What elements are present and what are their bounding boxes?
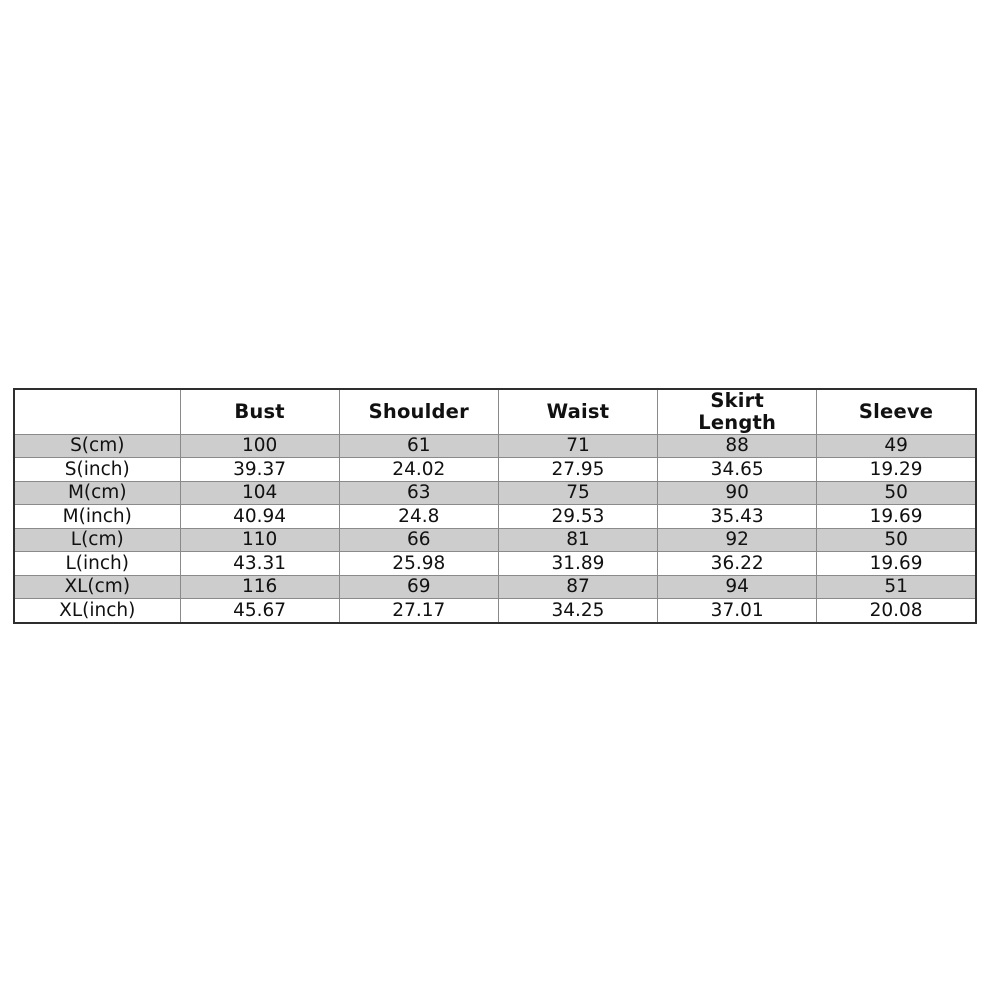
cell-bust: 40.94 <box>179 504 340 529</box>
cell-bust: 39.37 <box>179 457 340 482</box>
cell-sleeve: 50 <box>816 480 977 506</box>
cell-waist: 31.89 <box>497 551 659 576</box>
table-row: S(inch) 39.37 24.02 27.95 34.65 19.29 <box>13 457 977 482</box>
cell-shoulder: 69 <box>338 574 499 600</box>
size-chart-table: Bust Shoulder Waist Skirt Length Sleeve S… <box>13 388 977 624</box>
header-row: Bust Shoulder Waist Skirt Length Sleeve <box>13 388 977 435</box>
table-row: S(cm) 100 61 71 88 49 <box>13 433 977 459</box>
column-header-sleeve-label: Sleeve <box>858 399 934 423</box>
column-header-bust-label: Bust <box>234 399 285 423</box>
cell-skirt-length: 35.43 <box>657 504 818 529</box>
cell-waist: 29.53 <box>497 504 659 529</box>
column-header-skirt-length-line1: Skirt <box>710 389 764 412</box>
table-row: M(inch) 40.94 24.8 29.53 35.43 19.69 <box>13 504 977 529</box>
row-size-label: L(inch) <box>13 551 181 576</box>
cell-sleeve: 49 <box>816 433 977 459</box>
cell-waist: 71 <box>497 433 659 459</box>
cell-sleeve: 51 <box>816 574 977 600</box>
cell-skirt-length: 90 <box>657 480 818 506</box>
cell-skirt-length: 92 <box>657 527 818 553</box>
row-size-label: L(cm) <box>13 527 181 553</box>
column-header-bust: Bust <box>179 388 340 435</box>
cell-waist: 34.25 <box>497 598 659 624</box>
table-body: S(cm) 100 61 71 88 49 S(inch) 39.37 24.0… <box>13 433 977 624</box>
cell-skirt-length: 36.22 <box>657 551 818 576</box>
table-row: XL(cm) 116 69 87 94 51 <box>13 574 977 600</box>
cell-sleeve: 50 <box>816 527 977 553</box>
size-chart-container: Bust Shoulder Waist Skirt Length Sleeve S… <box>13 388 977 624</box>
row-size-label: M(inch) <box>13 504 181 529</box>
cell-shoulder: 24.02 <box>338 457 499 482</box>
column-header-shoulder-label: Shoulder <box>368 399 469 423</box>
row-size-label: M(cm) <box>13 480 181 506</box>
column-header-sleeve: Sleeve <box>816 388 977 435</box>
table-row: L(inch) 43.31 25.98 31.89 36.22 19.69 <box>13 551 977 576</box>
cell-skirt-length: 37.01 <box>657 598 818 624</box>
cell-skirt-length: 34.65 <box>657 457 818 482</box>
cell-sleeve: 20.08 <box>816 598 977 624</box>
cell-shoulder: 61 <box>338 433 499 459</box>
cell-waist: 75 <box>497 480 659 506</box>
cell-waist: 27.95 <box>497 457 659 482</box>
cell-sleeve: 19.69 <box>816 551 977 576</box>
cell-bust: 116 <box>179 574 340 600</box>
table-row: M(cm) 104 63 75 90 50 <box>13 480 977 506</box>
cell-bust: 45.67 <box>179 598 340 624</box>
table-row: XL(inch) 45.67 27.17 34.25 37.01 20.08 <box>13 598 977 624</box>
cell-shoulder: 27.17 <box>338 598 499 624</box>
column-header-waist: Waist <box>497 388 659 435</box>
cell-bust: 100 <box>179 433 340 459</box>
column-header-waist-label: Waist <box>546 399 610 423</box>
cell-shoulder: 66 <box>338 527 499 553</box>
cell-bust: 110 <box>179 527 340 553</box>
table-row: L(cm) 110 66 81 92 50 <box>13 527 977 553</box>
cell-waist: 81 <box>497 527 659 553</box>
cell-sleeve: 19.69 <box>816 504 977 529</box>
row-size-label: XL(cm) <box>13 574 181 600</box>
cell-bust: 43.31 <box>179 551 340 576</box>
cell-sleeve: 19.29 <box>816 457 977 482</box>
cell-skirt-length: 88 <box>657 433 818 459</box>
column-header-skirt-length: Skirt Length <box>657 388 818 435</box>
cell-shoulder: 25.98 <box>338 551 499 576</box>
cell-waist: 87 <box>497 574 659 600</box>
row-size-label: S(inch) <box>13 457 181 482</box>
column-header-skirt-length-line2: Length <box>698 410 777 434</box>
row-size-label: XL(inch) <box>13 598 181 624</box>
column-header-shoulder: Shoulder <box>338 388 499 435</box>
cell-shoulder: 63 <box>338 480 499 506</box>
column-header-size <box>13 388 181 435</box>
cell-shoulder: 24.8 <box>338 504 499 529</box>
cell-skirt-length: 94 <box>657 574 818 600</box>
table-header: Bust Shoulder Waist Skirt Length Sleeve <box>13 388 977 435</box>
cell-bust: 104 <box>179 480 340 506</box>
row-size-label: S(cm) <box>13 433 181 459</box>
